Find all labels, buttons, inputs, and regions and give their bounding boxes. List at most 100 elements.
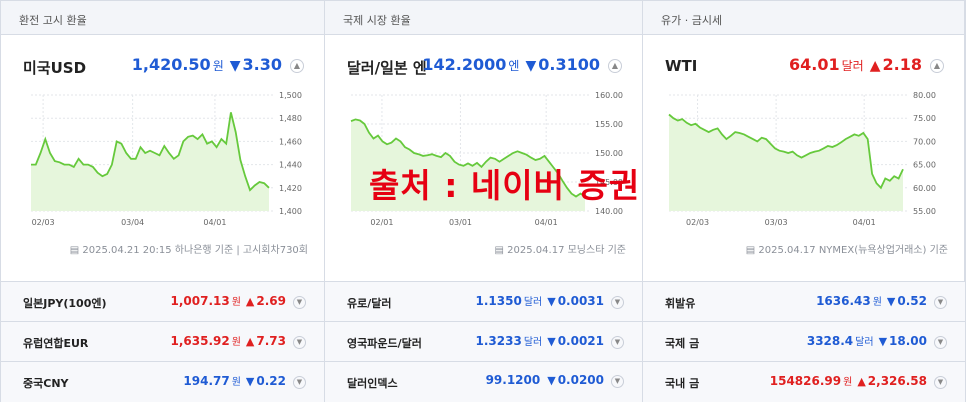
rate-item[interactable]: 국내 금 154826.99 원 ▲ 2,326.58 ▼: [643, 362, 965, 402]
y-tick-label: 1,420: [279, 184, 302, 193]
chart-source: ▤ 2025.04.17 모닝스타 기준: [495, 241, 626, 256]
down-arrow-icon: ▼: [547, 295, 556, 308]
quote-change: 0.3100: [538, 55, 600, 74]
rate-item[interactable]: 국제 금 3328.4 달러 ▼ 18.00 ▼: [643, 322, 965, 362]
chevron-down-icon[interactable]: ▼: [293, 336, 306, 349]
quote-price: 142.2000 엔 ▼ 0.3100 ▲: [422, 55, 622, 75]
down-arrow-icon: ▼: [547, 374, 556, 387]
rate-name[interactable]: 중국CNY: [23, 377, 69, 390]
quote-main: 달러/일본 엔 142.2000 엔 ▼ 0.3100 ▲: [325, 53, 642, 81]
x-tick-label: 04/01: [535, 218, 558, 227]
rate-item[interactable]: 영국파운드/달러 1.3233 달러 ▼ 0.0021 ▼: [325, 322, 643, 362]
source-text: 2025.04.21 20:15 하나은행 기준 | 고시회차730회: [82, 245, 308, 256]
rate-unit: 달러: [523, 297, 543, 308]
panel-usd: 환전 고시 환율 미국USD 1,420.50 원 ▼ 3.30 ▲ 1,500…: [1, 1, 325, 281]
rate-name[interactable]: 달러인덱스: [347, 377, 398, 390]
down-arrow-icon: ▼: [245, 375, 255, 388]
chevron-down-icon[interactable]: ▼: [934, 296, 947, 309]
quote-change: 3.30: [242, 55, 282, 74]
rate-value: 194.77: [183, 374, 230, 388]
chart-doc-icon: ▤: [69, 245, 80, 256]
rate-item[interactable]: 중국CNY 194.77 원 ▼ 0.22 ▼: [1, 362, 325, 402]
rate-item[interactable]: 달러인덱스 99.1200 ▼ 0.0200 ▼: [325, 362, 643, 402]
down-arrow-icon: ▼: [229, 58, 241, 74]
rate-name[interactable]: 영국파운드/달러: [347, 337, 422, 350]
chevron-down-icon[interactable]: ▼: [611, 375, 624, 388]
x-tick-label: 03/01: [449, 218, 472, 227]
chart-doc-icon: ▤: [494, 245, 504, 256]
rate-name[interactable]: 유럽연합EUR: [23, 337, 89, 350]
rate-change: 7.73: [256, 334, 286, 348]
y-tick-label: 1,500: [279, 91, 302, 100]
rate-name[interactable]: 유로/달러: [347, 297, 392, 310]
rate-change: 0.52: [897, 294, 927, 308]
rate-value: 1,635.92: [170, 334, 230, 348]
y-tick-label: 145.00: [595, 178, 623, 187]
y-tick-label: 155.00: [595, 120, 623, 129]
x-tick-label: 02/03: [32, 218, 55, 227]
rate-unit: 원: [231, 377, 241, 388]
quote-name[interactable]: 미국USD: [23, 59, 87, 77]
rate-value: 1636.43: [816, 294, 871, 308]
series-area: [31, 112, 269, 211]
y-tick-label: 160.00: [595, 91, 623, 100]
rate-name[interactable]: 일본JPY(100엔): [23, 297, 107, 310]
rate-value: 154826.99: [769, 374, 842, 388]
rate-change: 18.00: [889, 334, 927, 348]
quote-name[interactable]: 달러/일본 엔: [347, 59, 427, 77]
chevron-down-icon[interactable]: ▼: [293, 376, 306, 389]
rate-price: 99.1200 ▼ 0.0200 ▼: [486, 373, 624, 389]
up-arrow-icon: ▲: [857, 375, 866, 388]
rate-price: 194.77 원 ▼ 0.22 ▼: [183, 373, 306, 390]
rate-value: 3328.4: [806, 334, 854, 348]
chevron-down-icon[interactable]: ▼: [611, 336, 624, 349]
panel-header[interactable]: 유가 · 금시세: [643, 1, 964, 35]
x-tick-label: 02/03: [686, 218, 709, 227]
rate-item[interactable]: 일본JPY(100엔) 1,007.13 원 ▲ 2.69 ▼: [1, 282, 325, 322]
quote-value: 64.01: [789, 55, 840, 74]
rate-name[interactable]: 국내 금: [665, 377, 700, 390]
chevron-down-icon[interactable]: ▼: [611, 296, 624, 309]
chevron-down-icon[interactable]: ▼: [934, 376, 947, 389]
chevron-up-icon[interactable]: ▲: [290, 59, 304, 73]
quote-change: 2.18: [882, 55, 922, 74]
panel-header[interactable]: 국제 시장 환율: [325, 1, 642, 35]
panel-header[interactable]: 환전 고시 환율: [1, 1, 324, 35]
rate-name[interactable]: 휘발유: [665, 297, 696, 310]
y-tick-label: 60.00: [913, 184, 936, 193]
chart-source: ▤ 2025.04.21 20:15 하나은행 기준 | 고시회차730회: [70, 241, 308, 256]
chevron-up-icon[interactable]: ▲: [930, 59, 944, 73]
series-area: [351, 119, 585, 211]
chevron-up-icon[interactable]: ▲: [608, 59, 622, 73]
down-arrow-icon: ▼: [886, 295, 896, 308]
chevron-down-icon[interactable]: ▼: [934, 336, 947, 349]
y-tick-label: 150.00: [595, 149, 623, 158]
down-arrow-icon: ▼: [878, 335, 888, 348]
chevron-down-icon[interactable]: ▼: [293, 296, 306, 309]
quote-name[interactable]: WTI: [665, 57, 698, 75]
down-arrow-icon: ▼: [547, 335, 556, 348]
rate-item[interactable]: 유럽연합EUR 1,635.92 원 ▲ 7.73 ▼: [1, 322, 325, 362]
wti-chart: 80.00 75.00 70.00 65.00 60.00 55.00 02/03 03/03…: [668, 91, 936, 227]
rate-price: 1636.43 원 ▼ 0.52 ▼: [816, 293, 947, 310]
rate-price: 154826.99 원 ▲ 2,326.58 ▼: [770, 373, 947, 390]
rate-change: 2,326.58: [867, 374, 927, 388]
y-tick-label: 1,400: [279, 207, 302, 216]
rate-price: 3328.4 달러 ▼ 18.00 ▼: [807, 333, 947, 350]
up-arrow-icon: ▲: [245, 295, 255, 308]
rate-unit: 원: [843, 377, 853, 388]
y-tick-label: 1,440: [279, 161, 302, 170]
rate-change: 0.22: [256, 374, 286, 388]
rate-item[interactable]: 휘발유 1636.43 원 ▼ 0.52 ▼: [643, 282, 965, 322]
rate-value: 1,007.13: [170, 294, 230, 308]
quote-unit: 엔: [508, 59, 520, 73]
quote-price: 64.01 달러 ▲ 2.18 ▲: [789, 55, 944, 75]
y-tick-label: 65.00: [913, 161, 936, 170]
quote-price: 1,420.50 원 ▼ 3.30 ▲: [132, 55, 304, 75]
rate-item[interactable]: 유로/달러 1.1350 달러 ▼ 0.0031 ▼: [325, 282, 643, 322]
quote-value: 1,420.50: [131, 55, 211, 74]
rate-price: 1.1350 달러 ▼ 0.0031 ▼: [476, 293, 624, 310]
y-tick-label: 1,460: [279, 137, 302, 146]
usd-chart: 1,500 1,480 1,460 1,440 1,420 1,400 02/03 03/04…: [31, 91, 302, 227]
rate-name[interactable]: 국제 금: [665, 337, 700, 350]
